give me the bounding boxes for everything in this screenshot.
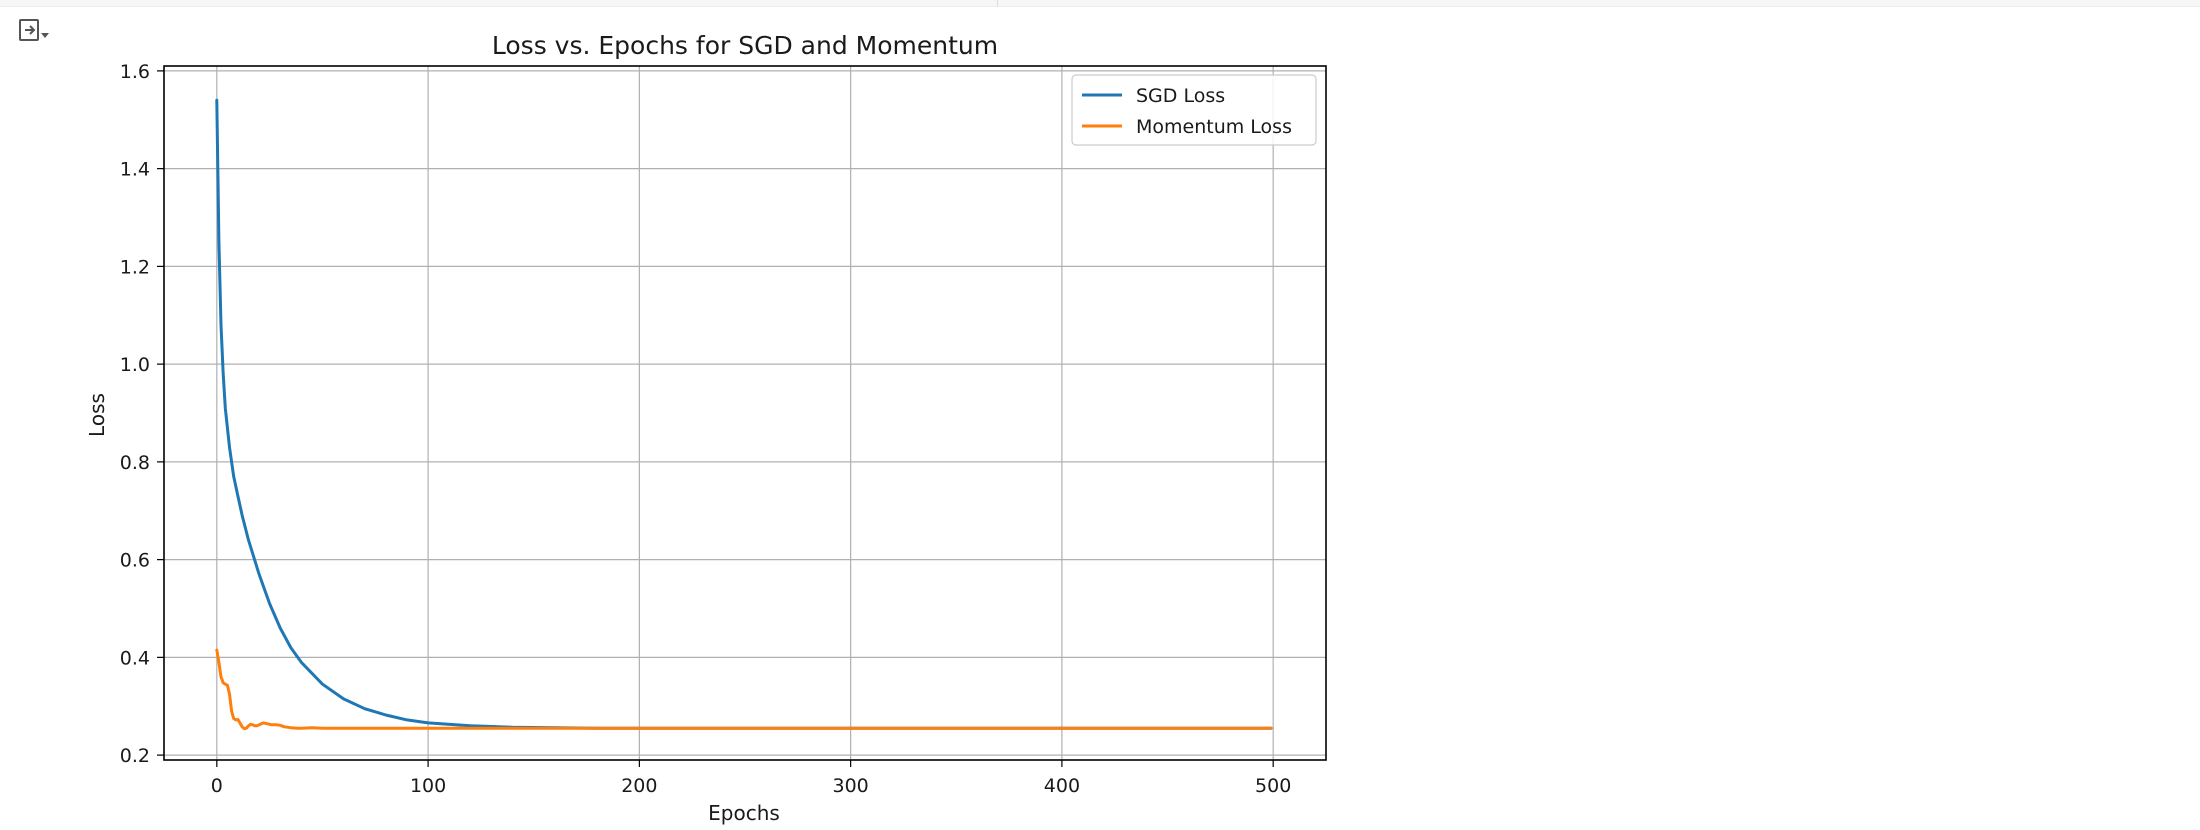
y-tick-label: 1.4 [120,159,150,181]
y-tick-label: 1.2 [120,256,150,278]
y-tick-label: 0.6 [120,550,150,572]
series-layer [215,98,1273,731]
output-collapse-icon[interactable] [17,15,53,51]
axis-ticks: 0 100 200 300 400 500 0.2 0.4 0.6 0.8 1.0 1.2 1.4 1.6 [120,61,1292,797]
x-tick-label: 400 [1044,775,1080,797]
legend: SGD Loss Momentum Loss [1071,74,1317,146]
x-tick-label: 500 [1255,775,1291,797]
series-line-0 [215,98,1273,730]
cell-divider-tick [997,0,998,6]
plot-frame [163,65,1327,761]
legend-label-1: Momentum Loss [1136,116,1292,138]
x-tick-label: 100 [410,775,446,797]
chart-title: Loss vs. Epochs for SGD and Momentum [492,31,998,60]
loss-chart: 0 100 200 300 400 500 0.2 0.4 0.6 0.8 1.0 1.2 1.4 1.6… [85,31,1327,825]
y-tick-label: 1.6 [120,61,150,83]
y-axis-label: Loss [85,393,109,437]
y-tick-label: 0.2 [120,745,150,767]
x-axis-label: Epochs [708,801,780,825]
y-tick-label: 0.4 [120,647,150,669]
y-tick-label: 0.8 [120,452,150,474]
x-tick-label: 0 [211,775,223,797]
legend-box [1071,74,1317,146]
series-line-1 [215,648,1273,731]
x-tick-label: 200 [621,775,657,797]
y-tick-label: 1.0 [120,354,150,376]
legend-label-0: SGD Loss [1136,85,1225,107]
chart-container: 0 100 200 300 400 500 0.2 0.4 0.6 0.8 1.0 1.2 1.4 1.6… [85,31,1327,825]
grid-lines [164,66,1326,760]
x-tick-label: 300 [833,775,869,797]
cell-top-strip [0,0,2200,7]
